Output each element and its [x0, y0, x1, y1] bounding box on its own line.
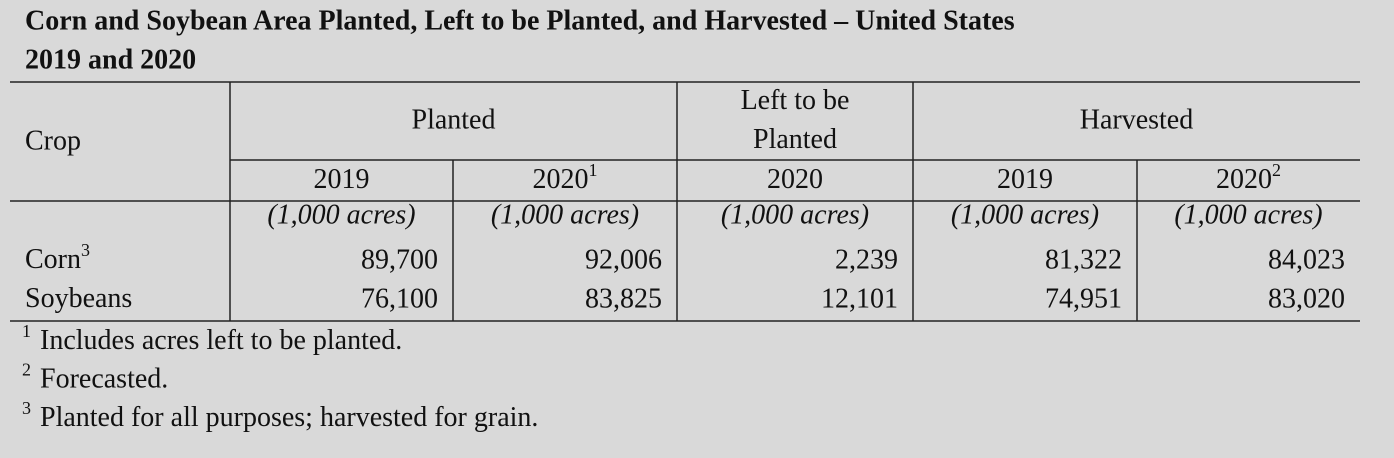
cell-value: 84,023 [1268, 244, 1345, 275]
cell-value: 81,322 [1045, 244, 1122, 275]
footnote-text: Planted for all purposes; harvested for … [40, 402, 538, 433]
footnote-text: Includes acres left to be planted. [40, 325, 402, 356]
cell-value: 76,100 [361, 283, 438, 314]
footnote: 3 Planted for all purposes; harvested for… [22, 398, 538, 433]
cell-value: 2,239 [835, 244, 898, 275]
year-header-text: 2020 [1216, 164, 1272, 195]
year-header: 2019 [997, 164, 1053, 195]
cell-value: 74,951 [1045, 283, 1122, 314]
superscript: 1 [589, 160, 598, 180]
cell-value: 92,006 [585, 244, 662, 275]
title: 2019 and 2020 [25, 44, 196, 75]
unit-label: (1,000 acres) [721, 199, 869, 230]
year-header-text: 2019 [997, 164, 1053, 195]
footnote-marker: 3 [22, 398, 31, 418]
unit-label: (1,000 acres) [1174, 199, 1322, 230]
year-header: 20201 [533, 160, 598, 195]
year-header: 20202 [1216, 160, 1281, 195]
group-header: Planted [753, 124, 837, 155]
unit-label: (1,000 acres) [267, 199, 415, 230]
footnote: 1 Includes acres left to be planted. [22, 321, 402, 356]
title: Corn and Soybean Area Planted, Left to b… [25, 5, 1015, 36]
year-header-text: 2019 [314, 164, 370, 195]
footnote-marker: 2 [22, 360, 31, 380]
footnote-text: Forecasted. [40, 364, 168, 395]
group-header: Harvested [1080, 104, 1194, 135]
cell-value: 89,700 [361, 244, 438, 275]
group-header: Planted [412, 104, 496, 135]
year-header: 2020 [767, 164, 823, 195]
column-header: Crop [25, 125, 81, 156]
year-header-text: 2020 [767, 164, 823, 195]
row-label: Corn3 [25, 240, 90, 275]
row-label-text: Soybeans [25, 283, 132, 314]
row-label: Soybeans [25, 283, 132, 314]
year-header: 2019 [314, 164, 370, 195]
unit-label: (1,000 acres) [951, 199, 1099, 230]
cell-value: 83,020 [1268, 283, 1345, 314]
unit-label: (1,000 acres) [491, 199, 639, 230]
superscript: 3 [81, 240, 90, 260]
row-label-text: Corn [25, 244, 81, 275]
cell-value: 83,825 [585, 283, 662, 314]
footnote-marker: 1 [22, 321, 31, 341]
group-header: Left to be [741, 85, 850, 116]
cell-value: 12,101 [821, 283, 898, 314]
footnote: 2 Forecasted. [22, 360, 168, 395]
year-header-text: 2020 [533, 164, 589, 195]
superscript: 2 [1272, 160, 1281, 180]
